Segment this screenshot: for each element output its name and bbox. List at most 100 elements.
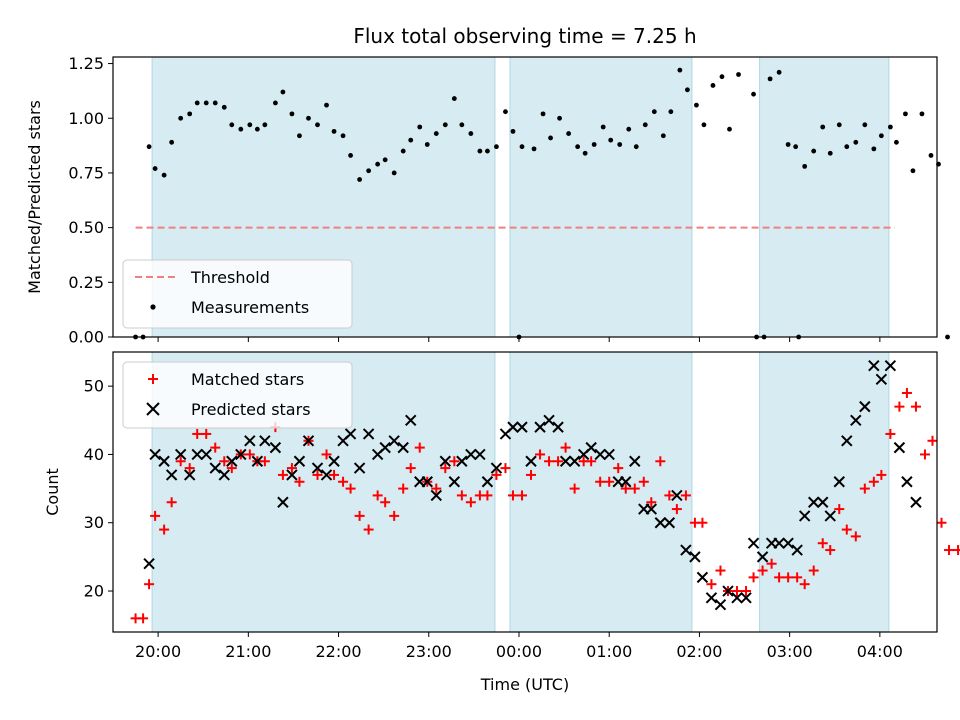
measurement-point (677, 67, 683, 73)
matched-star-point (219, 456, 230, 467)
predicted-star-point (714, 598, 727, 611)
x-tick-label: 00:00 (496, 642, 542, 661)
x-stroke-b (782, 537, 794, 549)
predicted-star-point (405, 414, 417, 426)
predicted-star-point (474, 448, 486, 461)
matched-star-point (841, 524, 852, 535)
measurement-point (375, 161, 381, 167)
predicted-star-point (603, 448, 615, 461)
measurement-point (262, 122, 268, 128)
y-tick-label: 1.25 (68, 54, 104, 73)
measurement-point (919, 111, 925, 117)
matched-star-point (440, 463, 451, 474)
x-stroke-b (773, 537, 785, 549)
measurement-point (442, 122, 448, 128)
matched-star-point (638, 476, 649, 487)
matched-star-point (741, 586, 752, 597)
predicted-star-point (362, 428, 375, 440)
measurement-point (331, 128, 337, 134)
matched-star-point (613, 463, 624, 474)
x-stroke-b (833, 476, 845, 488)
predicted-star-point (328, 455, 340, 467)
x-stroke-b (302, 435, 315, 447)
measurement-point (408, 137, 414, 143)
matched-star-point (910, 401, 921, 412)
measurement-point (348, 153, 353, 158)
measurement-point (701, 122, 707, 128)
predicted-star-point (798, 510, 811, 522)
x-stroke-b (474, 448, 486, 461)
measurement-point (727, 126, 732, 132)
x-stroke-b (594, 448, 606, 461)
predicted-star-point (388, 435, 400, 447)
measurement-point (626, 126, 632, 132)
matched-star-point (885, 428, 896, 439)
predicted-star-point (439, 455, 452, 467)
matched-star-point (894, 401, 905, 412)
y-tick-label: 30 (84, 513, 104, 532)
matched-star-point (586, 456, 597, 467)
x-stroke-b (824, 510, 836, 522)
measurement-point (836, 122, 842, 128)
y-tick-label: 0.75 (68, 163, 104, 182)
predicted-star-point (191, 448, 203, 461)
x-stroke-b (747, 537, 760, 549)
measurement-point (340, 133, 346, 139)
matched-star-point (405, 463, 416, 474)
predicted-star-point (302, 435, 315, 447)
measurement-point (642, 122, 648, 128)
predicted-star-point (286, 469, 298, 481)
measurement-point (238, 126, 244, 132)
predicted-star-point (320, 469, 333, 481)
matched-star-point (277, 469, 288, 480)
y-tick-label: 40 (84, 445, 104, 464)
predicted-star-point (731, 592, 743, 604)
measurement-point (878, 133, 884, 139)
x-stroke-b (901, 476, 913, 488)
measurement-point (306, 115, 311, 121)
top-x-ticks (157, 337, 881, 342)
matched-star-point (620, 483, 631, 494)
measurement-point (459, 122, 465, 128)
predicted-star-point (421, 476, 433, 488)
predicted-star-point (158, 455, 170, 467)
measurement-points (133, 67, 950, 340)
predicted-star-point (559, 455, 572, 467)
predicted-star-point (594, 448, 606, 461)
predicted-star-point (680, 544, 692, 556)
matched-star-point (389, 510, 400, 521)
measurement-point (451, 96, 457, 101)
x-stroke-b (456, 455, 468, 467)
matched-star-point (138, 613, 149, 624)
measurement-point (315, 122, 320, 128)
observing-window-3 (759, 56, 890, 338)
x-stroke-b (191, 448, 203, 461)
measurement-point (540, 111, 546, 117)
measurement-point (591, 142, 597, 147)
matched-star-point (144, 579, 155, 590)
predicted-star-point (516, 421, 528, 433)
y-tick-label: 0.25 (68, 273, 104, 292)
measurement-point (844, 144, 850, 150)
measurement-point (146, 144, 152, 150)
measurement-point (280, 89, 286, 95)
measurement-point (366, 168, 372, 174)
measurement-point (575, 144, 581, 150)
measurement-point (694, 102, 699, 108)
legend-measurements-swatch (150, 304, 156, 310)
x-stroke-b (893, 441, 906, 454)
panel-border (112, 351, 938, 633)
x-stroke-b (158, 455, 170, 467)
matched-star-point (150, 510, 161, 521)
x-stroke-b (405, 414, 417, 426)
predicted-star-point (209, 462, 221, 474)
x-stroke-b (293, 455, 306, 467)
matched-star-point (664, 490, 675, 501)
measurement-point (894, 139, 899, 145)
x-tick-label: 02:00 (676, 642, 722, 661)
bottom-legend: Matched stars Predicted stars (122, 361, 353, 429)
x-stroke-b (430, 489, 442, 502)
predicted-star-point (773, 537, 785, 549)
predicted-star-point (149, 448, 161, 461)
measurement-point (519, 144, 525, 150)
